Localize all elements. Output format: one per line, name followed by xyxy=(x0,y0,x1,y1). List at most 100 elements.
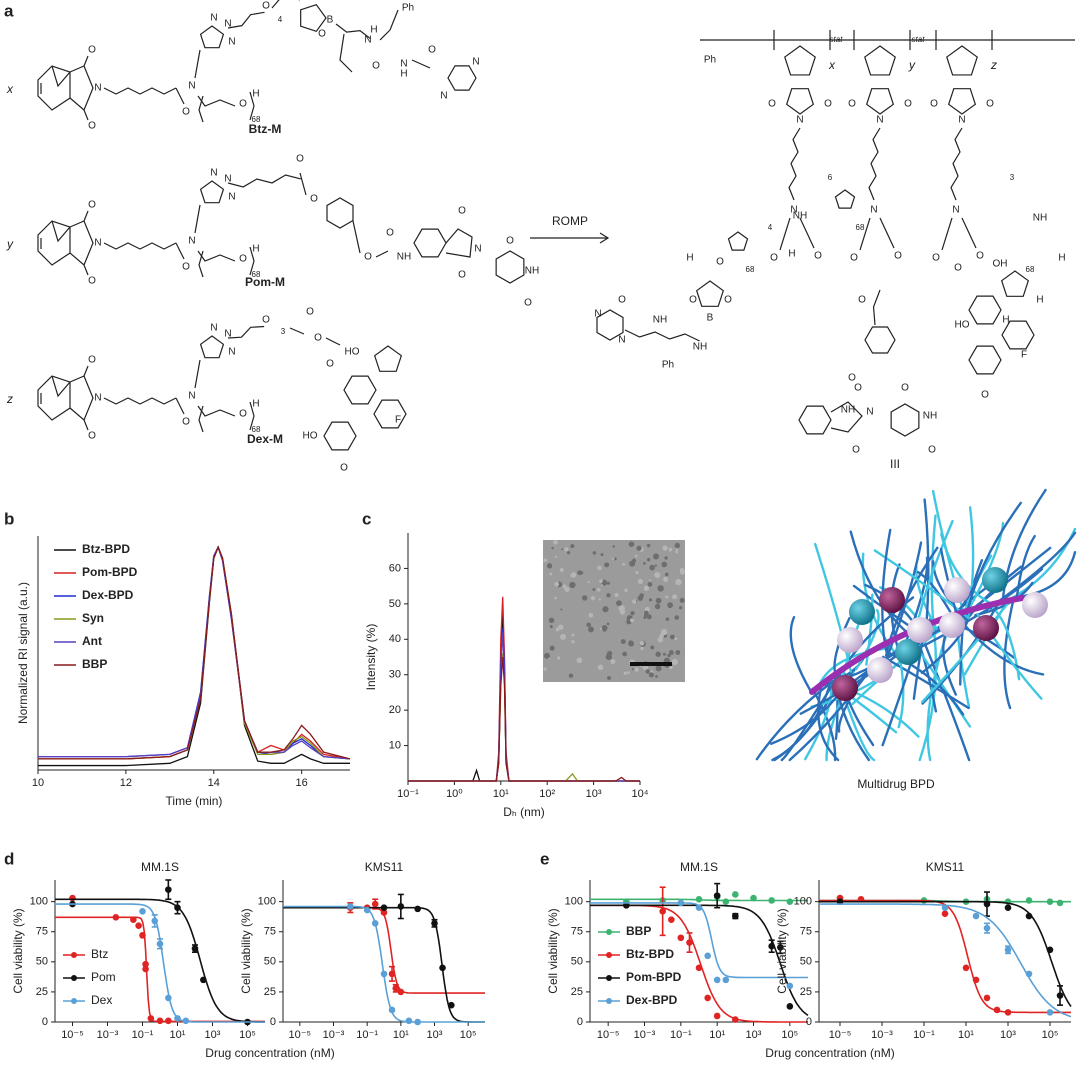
label: NH xyxy=(525,266,539,277)
bond xyxy=(249,246,255,276)
tem-particle xyxy=(663,576,669,582)
x-tick-label: 10¹ xyxy=(393,1029,409,1041)
bond xyxy=(830,401,863,433)
data-point xyxy=(686,939,693,946)
label: H xyxy=(252,89,259,100)
bond xyxy=(289,327,305,335)
bond xyxy=(227,11,265,29)
tem-particle xyxy=(551,546,554,550)
bond xyxy=(865,88,895,115)
bond xyxy=(249,91,255,121)
label: O xyxy=(88,121,96,132)
tem-particle xyxy=(549,572,553,576)
data-point xyxy=(668,916,675,924)
legend-marker xyxy=(71,975,77,981)
label: O xyxy=(928,445,936,456)
tem-particle xyxy=(581,595,588,601)
tem-particle xyxy=(566,551,571,555)
tem-particle xyxy=(587,580,590,584)
drug-sphere xyxy=(939,612,965,638)
label: O xyxy=(88,276,96,287)
tem-particle xyxy=(612,557,615,560)
data-point xyxy=(139,907,146,915)
x-tick-label: 10⁵ xyxy=(239,1029,256,1041)
legend-label: BBP xyxy=(626,924,651,938)
bond xyxy=(198,405,204,433)
tem-particle xyxy=(674,542,681,549)
label: O xyxy=(458,206,466,217)
tem-particle xyxy=(628,640,632,643)
tem-particle xyxy=(672,594,678,600)
x-tick-label: 10⁻³ xyxy=(323,1029,345,1041)
data-point xyxy=(388,970,396,978)
bond xyxy=(103,87,177,95)
chart-title: KMS11 xyxy=(926,860,965,874)
x-tick-label: 10⁻⁵ xyxy=(597,1029,620,1041)
bond xyxy=(51,375,71,398)
bond xyxy=(51,220,71,243)
tem-particle xyxy=(654,603,661,610)
label: O xyxy=(364,252,372,263)
rendering xyxy=(755,488,1077,762)
label: H xyxy=(788,249,795,260)
tem-particle xyxy=(559,568,564,572)
x-tick-label: 10³ xyxy=(205,1029,221,1041)
label: z xyxy=(990,58,997,72)
label: H xyxy=(1058,253,1065,264)
bond xyxy=(271,0,300,9)
label: 4 xyxy=(278,15,283,24)
tem-particle xyxy=(669,634,675,640)
tem-particle xyxy=(577,570,582,576)
polymer-strand xyxy=(921,637,971,762)
bond xyxy=(785,88,815,115)
label: O xyxy=(262,315,270,326)
data-point xyxy=(732,891,739,898)
label: O xyxy=(88,200,96,211)
data-line xyxy=(408,656,640,782)
tem-particle xyxy=(650,645,655,650)
bond xyxy=(198,250,204,278)
label: O xyxy=(814,251,822,262)
tem-particle xyxy=(546,563,553,569)
label: N xyxy=(188,236,195,247)
label: stat xyxy=(830,35,844,44)
label: O xyxy=(88,355,96,366)
label: O xyxy=(848,373,856,384)
label: O xyxy=(506,236,514,247)
tem-particle xyxy=(632,599,637,604)
label: H xyxy=(686,253,693,264)
legend-label: Ant xyxy=(82,634,102,648)
tem-particle xyxy=(606,593,611,598)
tem-particle xyxy=(605,653,612,661)
tem-particle xyxy=(631,668,634,671)
tem-particle xyxy=(620,639,626,645)
label: NH xyxy=(1033,213,1047,224)
tem-particle xyxy=(623,671,627,675)
data-point xyxy=(380,909,388,916)
x-tick-label: 10⁵ xyxy=(1042,1029,1059,1041)
tem-particle xyxy=(664,556,668,560)
label: NH xyxy=(693,342,707,353)
tem-particle xyxy=(644,610,649,616)
data-point xyxy=(156,1017,164,1025)
bond xyxy=(946,45,978,76)
label: b xyxy=(4,509,14,528)
tem-particle xyxy=(630,611,635,616)
bond xyxy=(175,242,185,260)
bond xyxy=(375,250,389,258)
legend-label: BBP xyxy=(82,657,107,671)
label: d xyxy=(4,849,14,868)
label: O xyxy=(976,251,984,262)
data-point xyxy=(768,942,775,950)
tem-particle xyxy=(586,622,591,628)
x-tick-label: 10⁻¹ xyxy=(132,1029,154,1041)
data-point xyxy=(1046,898,1054,905)
label: O xyxy=(88,45,96,56)
data-point xyxy=(768,897,775,904)
label: 68 xyxy=(856,223,865,232)
label: Dex-M xyxy=(247,432,283,446)
tem-particle xyxy=(571,633,575,637)
data-point xyxy=(380,904,388,911)
bond xyxy=(413,228,447,258)
label: N xyxy=(364,35,371,46)
